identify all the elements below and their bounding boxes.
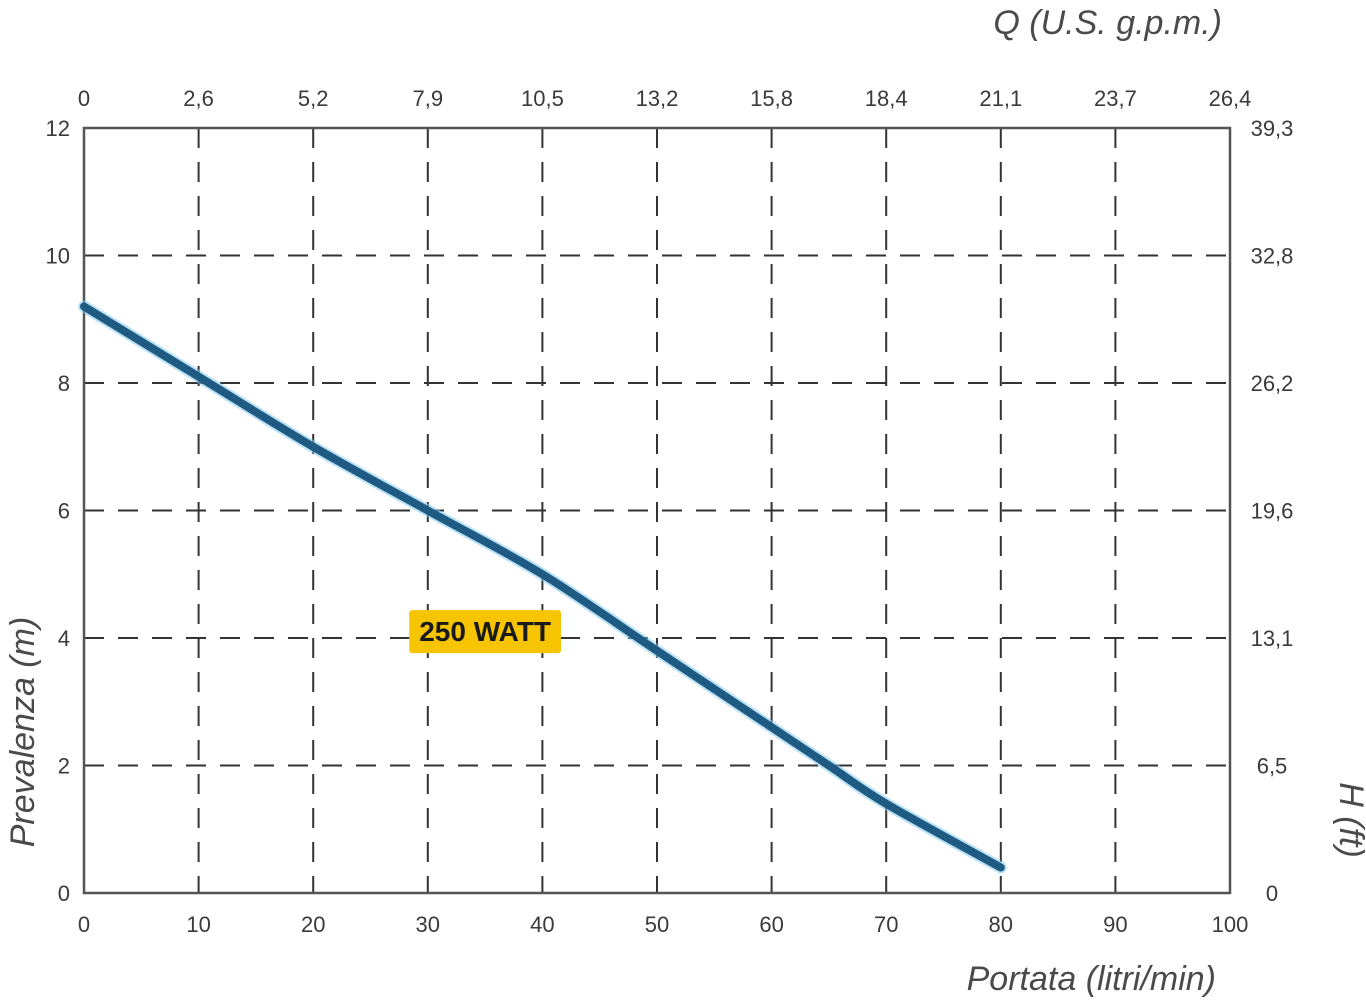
y-tick-label: 0 — [58, 881, 70, 906]
y-tick-label: 2 — [58, 754, 70, 779]
x-tick-label: 10 — [186, 912, 210, 937]
top-tick-label: 7,9 — [413, 86, 444, 111]
x-tick-label: 70 — [874, 912, 898, 937]
right-tick-label: 19,6 — [1251, 499, 1294, 524]
series-label-text: 250 WATT — [419, 616, 551, 647]
grid — [84, 128, 1230, 893]
top-tick-label: 26,4 — [1209, 86, 1252, 111]
y-axis-title: Prevalenza (m) — [4, 617, 42, 848]
right-tick-label: 0 — [1266, 881, 1278, 906]
x-tick-label: 90 — [1103, 912, 1127, 937]
x-tick-label: 100 — [1212, 912, 1249, 937]
right-tick-label: 26,2 — [1251, 371, 1294, 396]
y-tick-label: 6 — [58, 499, 70, 524]
series-label-box — [409, 610, 561, 654]
y-tick-label: 8 — [58, 371, 70, 396]
annotation-group: 250 WATT — [409, 610, 561, 654]
series-curve-250-watt — [80, 302, 1005, 872]
top-tick-label: 23,7 — [1094, 86, 1137, 111]
top-tick-label: 13,2 — [636, 86, 679, 111]
top-tick-label: 0 — [78, 86, 90, 111]
top-tick-label: 5,2 — [298, 86, 329, 111]
top-axis-ticks: 0 2,6 5,2 7,9 10,5 13,2 15,8 18,4 21,1 23,7 26,4 — [78, 86, 1252, 111]
right-tick-label: 32,8 — [1251, 244, 1294, 269]
top-tick-label: 2,6 — [183, 86, 214, 111]
x-tick-label: 40 — [530, 912, 554, 937]
x-tick-label: 60 — [759, 912, 783, 937]
y-tick-label: 10 — [46, 244, 70, 269]
y-tick-label: 4 — [58, 626, 70, 651]
x-tick-label: 20 — [301, 912, 325, 937]
top-tick-label: 21,1 — [979, 86, 1022, 111]
y-axis-ticks: 0 2 4 6 8 10 12 — [46, 116, 70, 906]
top-tick-label: 18,4 — [865, 86, 908, 111]
x-tick-label: 50 — [645, 912, 669, 937]
top-tick-label: 15,8 — [750, 86, 793, 111]
x-axis-ticks: 0 10 20 30 40 50 60 70 80 90 100 — [78, 912, 1248, 937]
right-tick-label: 6,5 — [1257, 754, 1288, 779]
right-axis-ticks: 0 6,5 13,1 19,6 26,2 32,8 39,3 — [1251, 116, 1294, 906]
right-tick-label: 39,3 — [1251, 116, 1294, 141]
x-tick-label: 80 — [989, 912, 1013, 937]
top-axis-title: Q (U.S. g.p.m.) — [993, 4, 1222, 42]
x-tick-label: 0 — [78, 912, 90, 937]
x-tick-label: 30 — [416, 912, 440, 937]
right-tick-label: 13,1 — [1251, 626, 1294, 651]
right-axis-title: H (ft) — [1332, 782, 1366, 858]
plot-frame — [82, 126, 1232, 895]
y-tick-label: 12 — [46, 116, 70, 141]
x-axis-title: Portata (litri/min) — [967, 960, 1216, 998]
series-group — [78, 300, 1007, 874]
top-tick-label: 10,5 — [521, 86, 564, 111]
